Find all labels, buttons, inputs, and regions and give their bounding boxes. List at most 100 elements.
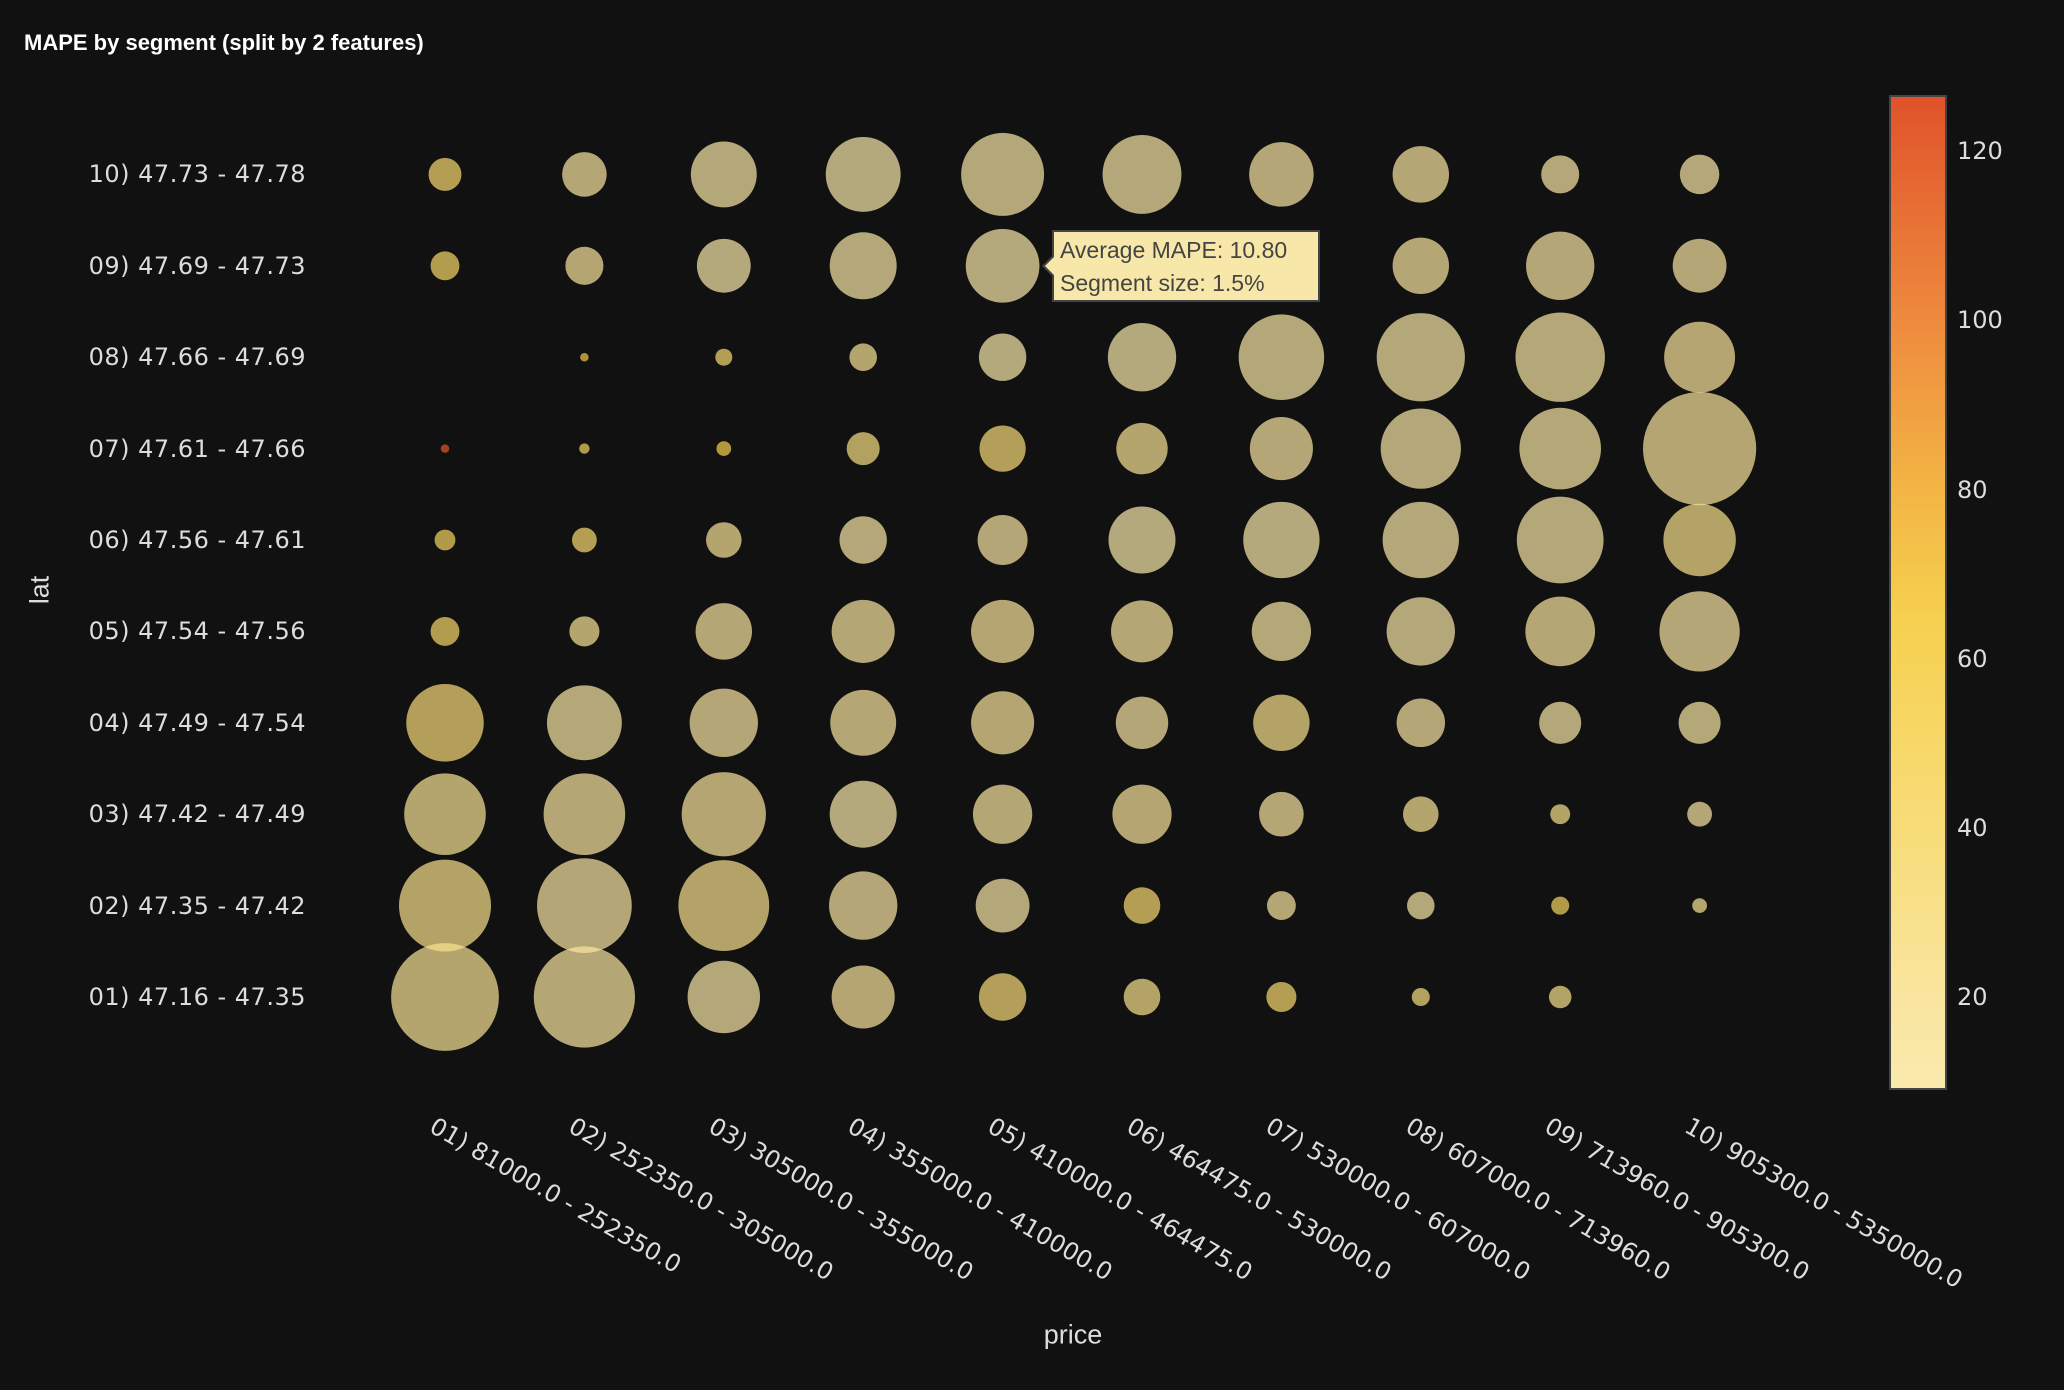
bubble-marker[interactable] <box>830 689 897 756</box>
bubble-marker[interactable] <box>1548 985 1572 1009</box>
bubble-marker[interactable] <box>1526 231 1595 300</box>
bubble-marker[interactable] <box>1672 238 1727 293</box>
bubble-marker[interactable] <box>1112 784 1172 844</box>
bubble-marker[interactable] <box>705 522 742 558</box>
bubble-marker[interactable] <box>690 141 757 208</box>
bubble-marker[interactable] <box>440 444 450 453</box>
bubble-marker[interactable] <box>696 238 751 293</box>
bubble-marker[interactable] <box>1516 496 1604 584</box>
bubble-marker[interactable] <box>846 432 880 466</box>
bubble-marker[interactable] <box>971 691 1035 755</box>
bubble-marker[interactable] <box>1386 597 1455 666</box>
bubble-marker[interactable] <box>1692 898 1707 913</box>
bubble-marker[interactable] <box>715 348 733 366</box>
bubble-marker[interactable] <box>961 132 1045 216</box>
bubble-marker[interactable] <box>543 773 626 856</box>
bubble-marker[interactable] <box>571 527 597 553</box>
bubble-marker[interactable] <box>1116 422 1168 475</box>
bubble-marker[interactable] <box>428 157 462 191</box>
bubble-marker[interactable] <box>1550 804 1571 825</box>
bubble-marker[interactable] <box>1411 987 1430 1007</box>
bubble-marker[interactable] <box>678 860 770 952</box>
bubble-marker[interactable] <box>1519 407 1602 490</box>
bubble-marker[interactable] <box>1515 312 1605 402</box>
bubble-marker[interactable] <box>1679 154 1720 195</box>
bubble-marker[interactable] <box>1249 417 1313 481</box>
y-tick-label: 10) 47.73 - 47.78 <box>88 160 306 189</box>
bubble-marker[interactable] <box>695 603 753 660</box>
bubble-marker[interactable] <box>829 871 898 940</box>
bubble-marker[interactable] <box>430 251 460 281</box>
bubble-marker[interactable] <box>979 425 1026 472</box>
bubble-marker[interactable] <box>1659 591 1740 672</box>
bubble-marker[interactable] <box>1525 596 1596 667</box>
bubble-marker[interactable] <box>971 599 1035 663</box>
bubble-marker[interactable] <box>565 246 604 285</box>
bubble-marker[interactable] <box>1664 321 1736 393</box>
bubble-marker[interactable] <box>1123 887 1161 924</box>
colorbar-tick-label: 60 <box>1957 644 1988 673</box>
bubble-marker[interactable] <box>1663 503 1736 577</box>
bubble-marker[interactable] <box>687 960 761 1034</box>
bubble-marker[interactable] <box>978 333 1027 381</box>
bubble-marker[interactable] <box>1407 891 1435 920</box>
bubble-marker[interactable] <box>1541 155 1580 194</box>
bubble-marker[interactable] <box>546 685 622 761</box>
bubble-marker[interactable] <box>716 441 732 456</box>
bubble-marker[interactable] <box>533 946 636 1048</box>
bubble-marker[interactable] <box>430 616 460 646</box>
x-axis-title: price <box>1043 1319 1103 1350</box>
bubble-marker[interactable] <box>977 515 1028 565</box>
bubble-marker[interactable] <box>1243 501 1320 579</box>
bubble-marker[interactable] <box>1249 142 1314 207</box>
bubble-marker[interactable] <box>975 878 1030 933</box>
bubble-marker[interactable] <box>434 529 456 551</box>
bubble-marker[interactable] <box>965 228 1040 303</box>
bubble-marker[interactable] <box>537 858 632 953</box>
bubble-marker[interactable] <box>1115 696 1169 750</box>
bubble-marker[interactable] <box>831 965 895 1029</box>
bubble-marker[interactable] <box>829 232 897 300</box>
bubble-marker[interactable] <box>1123 978 1161 1016</box>
bubble-marker[interactable] <box>1107 323 1177 392</box>
bubble-marker[interactable] <box>831 599 895 663</box>
bubble-marker[interactable] <box>1266 891 1296 921</box>
bubble-marker[interactable] <box>1551 896 1570 915</box>
bubble-marker[interactable] <box>579 443 590 454</box>
bubble-marker[interactable] <box>1108 506 1176 574</box>
bubble-marker[interactable] <box>1111 600 1173 663</box>
bubble-marker[interactable] <box>1678 701 1721 744</box>
bubble-marker[interactable] <box>829 780 897 848</box>
bubble-marker[interactable] <box>391 943 499 1051</box>
bubble-marker[interactable] <box>1642 391 1757 506</box>
bubble-marker[interactable] <box>1266 981 1297 1013</box>
bubble-marker[interactable] <box>825 136 901 212</box>
bubble-marker[interactable] <box>689 688 758 757</box>
bubble-marker[interactable] <box>1392 237 1450 295</box>
bubble-marker[interactable] <box>404 773 486 856</box>
bubble-marker[interactable] <box>562 152 607 197</box>
bubble-marker[interactable] <box>580 352 589 362</box>
bubble-marker[interactable] <box>972 784 1033 844</box>
bubble-marker[interactable] <box>1402 796 1439 833</box>
bubble-marker[interactable] <box>1380 408 1461 489</box>
bubble-marker[interactable] <box>839 516 887 564</box>
bubble-marker[interactable] <box>681 772 766 857</box>
bubble-marker[interactable] <box>1382 501 1459 579</box>
bubble-marker[interactable] <box>1238 314 1325 400</box>
bubble-marker[interactable] <box>1392 146 1450 203</box>
bubble-marker[interactable] <box>1687 801 1713 827</box>
bubble-marker[interactable] <box>398 859 492 952</box>
bubble-marker[interactable] <box>1253 694 1310 752</box>
bubble-marker[interactable] <box>1539 701 1582 744</box>
bubble-marker[interactable] <box>569 616 600 647</box>
bubble-marker[interactable] <box>1102 134 1182 214</box>
bubble-marker[interactable] <box>978 973 1027 1021</box>
bubble-marker[interactable] <box>1376 313 1465 402</box>
bubble-marker[interactable] <box>406 684 484 762</box>
bubble-marker[interactable] <box>1259 791 1304 837</box>
bubble-marker[interactable] <box>1396 698 1446 748</box>
bubble-marker[interactable] <box>849 343 877 371</box>
bubble-marker[interactable] <box>1251 601 1312 662</box>
